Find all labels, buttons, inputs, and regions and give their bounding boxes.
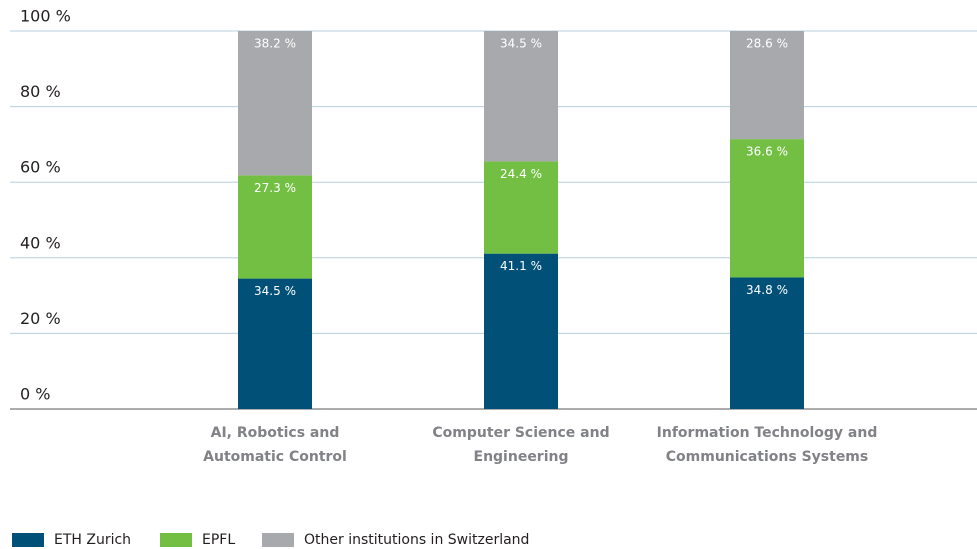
bar-segment — [238, 175, 312, 279]
value-label: 36.6 % — [746, 145, 788, 159]
legend-swatch — [12, 533, 44, 547]
legend-label: Other institutions in Switzerland — [304, 532, 529, 548]
x-tick-label: Information Technology and Communication… — [656, 425, 878, 465]
bar-segment — [238, 278, 312, 409]
bar-segment — [484, 31, 558, 162]
bar-segment — [730, 139, 804, 278]
bar-segment — [238, 31, 312, 176]
y-tick-label: 0 % — [20, 385, 50, 404]
value-label: 41.1 % — [500, 259, 542, 273]
bar-segment — [484, 253, 558, 409]
y-tick-label: 60 % — [20, 158, 61, 177]
x-tick-label: AI, Robotics and Automatic Control — [203, 425, 347, 465]
value-label: 24.4 % — [500, 167, 542, 181]
bar-segment — [730, 277, 804, 409]
value-label: 34.5 % — [500, 37, 542, 51]
value-label: 34.5 % — [254, 284, 296, 298]
y-tick-label: 100 % — [20, 7, 71, 26]
value-label: 38.2 % — [254, 37, 296, 51]
y-tick-label: 20 % — [20, 309, 61, 328]
y-tick-label: 80 % — [20, 82, 61, 101]
bar-segment — [484, 161, 558, 254]
value-label: 34.8 % — [746, 283, 788, 297]
legend-swatch — [262, 533, 294, 547]
bar-segment — [730, 31, 804, 140]
y-tick-label: 40 % — [20, 233, 61, 252]
x-tick-label: Computer Science and Engineering — [432, 425, 610, 465]
legend-swatch — [160, 533, 192, 547]
value-label: 28.6 % — [746, 37, 788, 51]
legend-label: ETH Zurich — [54, 532, 131, 548]
value-label: 27.3 % — [254, 181, 296, 195]
legend-label: EPFL — [202, 532, 235, 548]
